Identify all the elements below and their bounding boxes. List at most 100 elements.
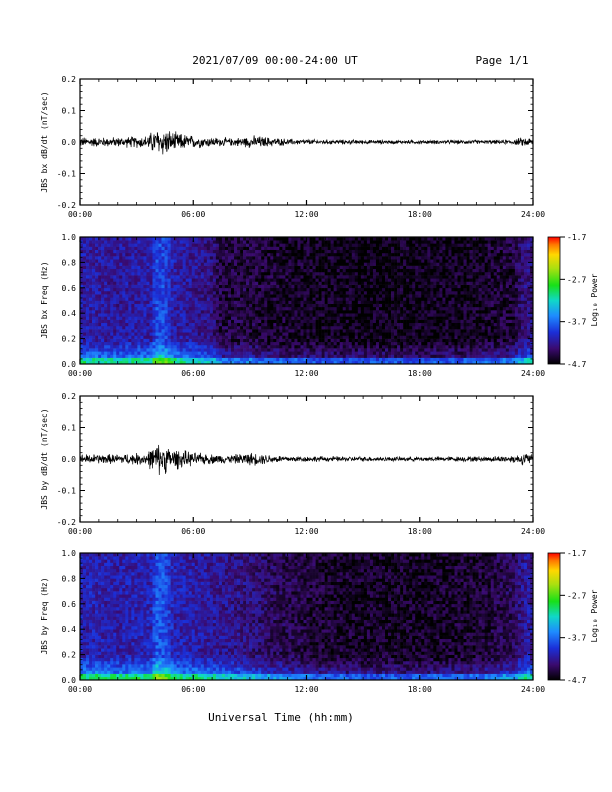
spectrogram-cell bbox=[279, 268, 283, 273]
spectrogram-cell bbox=[185, 265, 190, 270]
spectrogram-cell bbox=[348, 360, 353, 365]
spectrogram-cell bbox=[116, 294, 120, 298]
spectrogram-cell bbox=[406, 268, 410, 273]
spectrogram-cell bbox=[206, 303, 211, 308]
spectrogram-cell bbox=[336, 354, 341, 358]
spectrogram-cell bbox=[101, 256, 105, 260]
spectrogram-cell bbox=[436, 344, 440, 349]
spectrogram-cell bbox=[394, 313, 398, 317]
spectrogram-cell bbox=[252, 310, 256, 314]
spectrogram-cell bbox=[152, 246, 156, 250]
spectrogram-cell bbox=[424, 290, 428, 295]
spectrogram-cell bbox=[104, 360, 108, 365]
spectrogram-cell bbox=[209, 278, 214, 282]
spectrogram-cell bbox=[315, 259, 319, 263]
spectrogram-cell bbox=[282, 354, 286, 358]
spectrogram-cell bbox=[143, 313, 147, 317]
spectrogram-cell bbox=[306, 322, 310, 327]
spectrogram-cell bbox=[282, 278, 286, 282]
spectrogram-cell bbox=[288, 329, 292, 333]
spectrogram-cell bbox=[273, 354, 277, 358]
spectrogram-cell bbox=[351, 316, 356, 320]
spectrogram-cell bbox=[95, 335, 99, 339]
spectrogram-cell bbox=[351, 249, 356, 254]
spectrogram-cell bbox=[315, 290, 319, 295]
spectrogram-cell bbox=[131, 329, 135, 333]
spectrogram-cell bbox=[98, 271, 102, 276]
spectrogram-cell bbox=[128, 297, 132, 301]
spectrogram-cell bbox=[149, 357, 153, 362]
spectrogram-cell bbox=[409, 262, 413, 266]
spectrogram-cell bbox=[318, 287, 322, 292]
spectrogram-cell bbox=[282, 246, 286, 250]
spectrogram-cell bbox=[92, 290, 96, 295]
spectrogram-cell bbox=[116, 319, 120, 324]
spectrogram-cell bbox=[246, 240, 250, 244]
spectrogram-cell bbox=[173, 322, 177, 327]
spectrogram-cell bbox=[104, 284, 108, 289]
spectrogram-cell bbox=[357, 344, 362, 349]
spectrogram-cell bbox=[291, 348, 295, 352]
spectrogram-cell bbox=[360, 354, 365, 358]
spectrogram-cell bbox=[101, 319, 105, 324]
spectrogram-cell bbox=[212, 252, 217, 257]
spectrogram-cell bbox=[122, 297, 126, 301]
spectrogram-cell bbox=[173, 249, 177, 254]
spectrogram-cell bbox=[388, 275, 392, 279]
spectrogram-cell bbox=[80, 246, 84, 250]
spectrogram-cell bbox=[258, 332, 262, 336]
spectrogram-cell bbox=[273, 237, 277, 241]
spectrogram-cell bbox=[424, 246, 428, 250]
spectrogram-cell bbox=[158, 338, 162, 343]
spectrogram-cell bbox=[391, 275, 395, 279]
spectrogram-cell bbox=[406, 354, 410, 358]
spectrogram-cell bbox=[282, 344, 286, 349]
spectrogram-cell bbox=[146, 243, 150, 247]
spectrogram-cell bbox=[421, 322, 425, 327]
spectrogram-cell bbox=[164, 275, 168, 279]
spectrogram-cell bbox=[300, 284, 304, 289]
spectrogram-cell bbox=[197, 319, 202, 324]
spectrogram-cell bbox=[330, 281, 334, 285]
spectrogram-cell bbox=[86, 310, 90, 314]
spectrogram-cell bbox=[388, 360, 392, 365]
spectrogram-cell bbox=[185, 335, 190, 339]
spectrogram-cell bbox=[258, 341, 262, 346]
spectrogram-cell bbox=[391, 351, 395, 355]
spectrogram-cell bbox=[194, 313, 199, 317]
spectrogram-cell bbox=[273, 300, 277, 304]
spectrogram-cell bbox=[330, 243, 334, 247]
spectrogram-cell bbox=[98, 243, 102, 247]
spectrogram-cell bbox=[318, 348, 322, 352]
spectrogram-cell bbox=[249, 300, 253, 304]
spectrogram-cell bbox=[427, 344, 431, 349]
spectrogram-cell bbox=[303, 306, 307, 311]
spectrogram-cell bbox=[279, 332, 283, 336]
spectrogram-cell bbox=[113, 287, 117, 292]
spectrogram-cell bbox=[303, 335, 307, 339]
spectrogram-cell bbox=[303, 252, 307, 257]
spectrogram-cell bbox=[312, 325, 316, 330]
spectrogram-cell bbox=[267, 357, 271, 362]
spectrogram-cell bbox=[354, 319, 359, 324]
spectrogram-cell bbox=[273, 240, 277, 244]
spectrogram-cell bbox=[430, 344, 434, 349]
spectrogram-cell bbox=[430, 246, 434, 250]
spectrogram-cell bbox=[98, 332, 102, 336]
spectrogram-cell bbox=[155, 259, 159, 263]
spectrogram-cell bbox=[246, 290, 250, 295]
spectrogram-cell bbox=[436, 249, 440, 254]
spectrogram-cell bbox=[403, 360, 407, 365]
spectrogram-cell bbox=[170, 360, 174, 365]
spectrogram-cell bbox=[315, 249, 319, 254]
spectrogram-cell bbox=[345, 287, 350, 292]
spectrogram-cell bbox=[107, 249, 111, 254]
spectrogram-cell bbox=[336, 344, 341, 349]
spectrogram-cell bbox=[101, 246, 105, 250]
spectrogram-cell bbox=[143, 329, 147, 333]
spectrogram-cell bbox=[360, 351, 365, 355]
spectrogram-cell bbox=[306, 278, 310, 282]
spectrogram-cell bbox=[182, 259, 186, 263]
spectrogram-cell bbox=[303, 275, 307, 279]
spectrogram-cell bbox=[116, 252, 120, 257]
